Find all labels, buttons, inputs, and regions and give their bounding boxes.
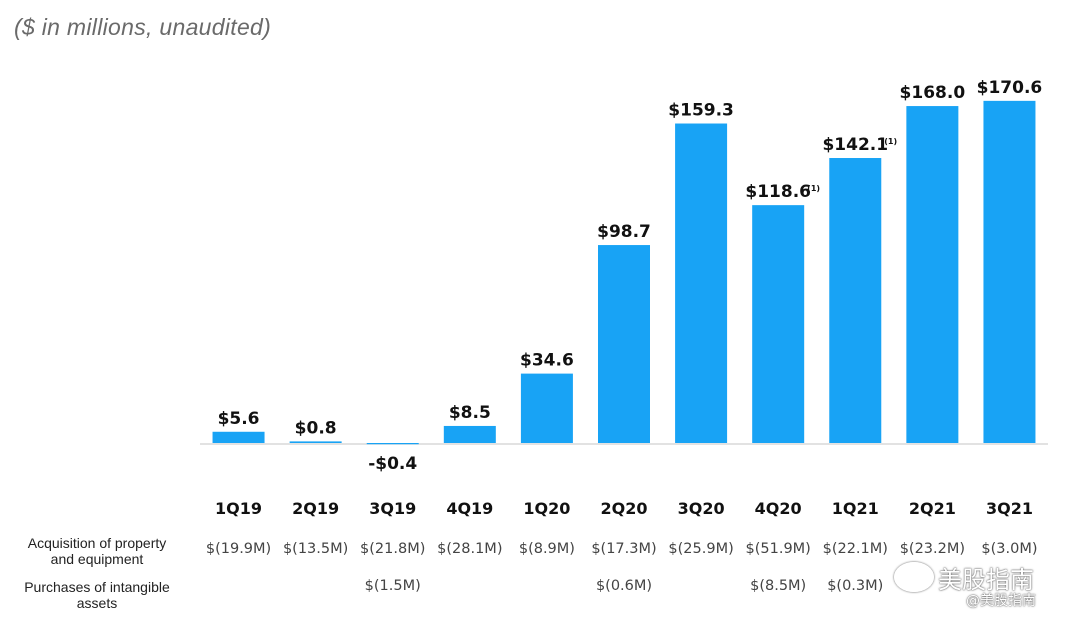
x-tick-label: 1Q19 (215, 499, 262, 518)
bar-value-label: $34.6 (520, 351, 574, 371)
watermark-handle: @美股指南 (966, 593, 1036, 609)
watermark-logo-icon (894, 562, 934, 592)
x-tick-label: 1Q21 (832, 499, 879, 518)
row-label-line: assets (76, 595, 118, 611)
bar-value-label: $8.5 (449, 403, 491, 423)
x-tick-label: 3Q19 (369, 499, 416, 518)
footnote-marker: (1) (884, 137, 897, 146)
bar-1Q21 (829, 158, 882, 443)
table-cell: $(23.2M) (899, 541, 966, 557)
bar-value-label: $168.0 (900, 83, 966, 103)
bar-1Q19 (212, 431, 265, 443)
bar-3Q19 (366, 443, 419, 445)
watermark-text: 美股指南 (938, 566, 1034, 594)
bar-value-label: $5.6 (218, 409, 260, 429)
table-cell: $(22.1M) (822, 541, 888, 557)
row-label-intangible: Purchases of intangible assets (8, 579, 186, 611)
bar-3Q20 (675, 123, 728, 443)
chart-subtitle: ($ in millions, unaudited) (14, 14, 272, 40)
x-tick-label: 2Q21 (909, 499, 956, 518)
table-cell: $(3.0M) (981, 541, 1038, 557)
x-tick-label: 4Q19 (446, 499, 493, 518)
table-cell: $(0.3M) (827, 578, 884, 594)
x-tick-label: 2Q19 (292, 499, 339, 518)
bar-value-label: $118.6 (745, 182, 811, 202)
x-tick-label: 2Q20 (601, 499, 648, 518)
table-cell: $(8.9M) (518, 541, 575, 557)
row-label-line: Purchases of intangible (24, 579, 170, 595)
x-tick-label: 3Q21 (986, 499, 1033, 518)
table-cell: $(51.9M) (745, 541, 811, 557)
row-label-line: Acquisition of property (27, 535, 167, 551)
table-cell: $(17.3M) (591, 541, 657, 557)
bar-4Q20 (752, 205, 805, 443)
x-tick-label: 1Q20 (523, 499, 570, 518)
bar-2Q20 (598, 245, 650, 443)
row-label-line: and equipment (50, 551, 144, 567)
x-tick-label: 3Q20 (678, 499, 725, 518)
bar-value-label: $98.7 (597, 222, 651, 242)
row-label-acquisition: Acquisition of property and equipment (8, 535, 186, 567)
bar-value-label: -$0.4 (368, 454, 417, 474)
bar-value-label: $159.3 (668, 101, 734, 121)
table-cell: $(21.8M) (360, 541, 426, 557)
bar-value-label: $0.8 (295, 418, 337, 438)
x-tick-label: 4Q20 (755, 499, 802, 518)
bar-2Q19 (289, 441, 342, 443)
table-cell: $(19.9M) (205, 541, 272, 557)
bar-value-label: $170.6 (977, 78, 1043, 98)
table-cell: $(25.9M) (668, 541, 734, 557)
table-cell: $(13.5M) (282, 541, 349, 557)
bar-value-label: $142.1 (822, 135, 888, 155)
footnote-marker: (1) (807, 184, 820, 193)
table-cell: $(0.6M) (595, 578, 653, 594)
table-cell: $(1.5M) (364, 578, 421, 594)
bar-4Q19 (443, 425, 496, 443)
table-cell: $(8.5M) (750, 578, 807, 594)
bar-3Q21 (983, 100, 1036, 443)
table-cell: $(28.1M) (437, 541, 503, 557)
bar-1Q20 (520, 373, 573, 443)
bar-2Q21 (906, 106, 959, 444)
bar-chart: $5.6 1Q19 $0.8 2Q19 -$0.4 3Q19 $8.5 4Q19 $34.6 1Q… (200, 78, 1048, 518)
